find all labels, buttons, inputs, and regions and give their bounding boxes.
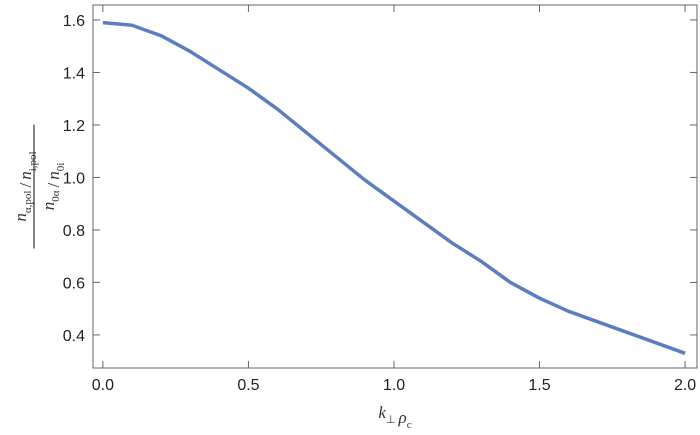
label-base: / — [16, 183, 35, 188]
y-tick-label: 1.4 — [63, 65, 85, 82]
x-tick-label: 0.5 — [237, 377, 259, 394]
y-tick-label: 0.8 — [63, 223, 85, 240]
label-base: ρ — [398, 408, 407, 427]
label-sub: α,pol — [22, 191, 34, 214]
y-tick-label: 1.6 — [63, 13, 85, 30]
label-sub: ⊥ — [386, 414, 396, 426]
data-line — [102, 20, 686, 355]
label-sub: 0α — [50, 190, 62, 202]
label-sub: i,pol — [27, 151, 39, 171]
axis-label: k⊥ ρc — [378, 403, 411, 431]
x-tick-label: 2.0 — [674, 377, 696, 394]
label-base: n — [11, 213, 30, 222]
axis-label: nα,pol/ni,pol — [11, 151, 39, 221]
label-base: n — [44, 171, 63, 180]
label-sub: c — [407, 419, 412, 431]
x-tick-label: 1.0 — [383, 377, 405, 394]
y-tick-label: 0.6 — [63, 275, 85, 292]
label-base: n — [16, 171, 35, 180]
label-base: / — [44, 183, 63, 188]
y-tick-label: 0.4 — [63, 328, 85, 345]
plot-frame — [92, 4, 698, 369]
y-tick-label: 1.2 — [63, 118, 85, 135]
x-tick-label: 0.0 — [92, 377, 114, 394]
label-base: n — [39, 202, 58, 211]
y-tick-label: 1.0 — [63, 170, 85, 187]
x-tick-label: 1.5 — [528, 377, 550, 394]
label-sub: 0i — [55, 163, 67, 172]
label-base: k — [378, 403, 386, 422]
axis-label: n0α/n0i — [39, 163, 67, 211]
